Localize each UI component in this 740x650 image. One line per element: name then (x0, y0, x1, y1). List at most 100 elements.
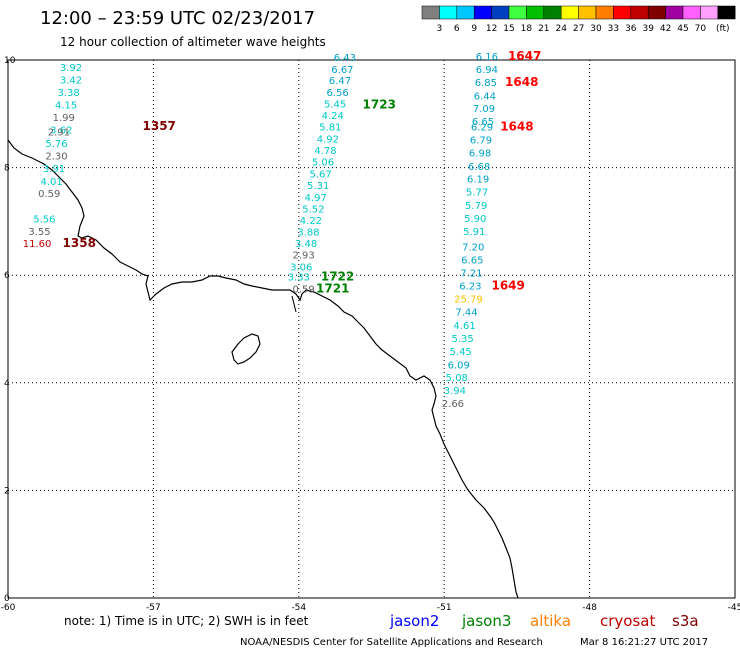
pass-time-label: 1721 (316, 281, 349, 295)
satellite-name: altika (530, 612, 571, 630)
legend-label: 39 (642, 24, 654, 34)
wave-height-value: 5.56 (33, 214, 55, 225)
pass-time-label: 1358 (63, 236, 96, 250)
y-tick-label: 2 (4, 486, 10, 496)
wave-height-value: 5.31 (307, 181, 329, 192)
color-scale-labels: 3 6 9 12 15 18 21 24 27 30 33 36 39 42 45 70 (437, 24, 707, 34)
wave-height-value: 6.67 (331, 65, 353, 76)
y-tick-label: 4 (4, 379, 10, 389)
wave-height-value: 3.48 (295, 239, 317, 250)
wave-height-value: 3.33 (288, 273, 310, 284)
legend-swatch (508, 5, 527, 20)
wave-height-value: 6.56 (326, 88, 348, 99)
legend-swatch (491, 5, 510, 20)
legend-label: 12 (486, 24, 497, 34)
wave-height-value: 4.15 (55, 100, 77, 111)
footer-note: note: 1) Time is in UTC; 2) SWH is in fe… (64, 614, 309, 628)
legend-swatch (647, 5, 666, 20)
x-tick-label: -45 (728, 603, 740, 613)
wave-height-value: 7.20 (462, 242, 484, 253)
wave-height-value: 5.35 (451, 334, 473, 345)
pass-time-label: 1647 (508, 49, 541, 63)
wave-height-value: 2.30 (45, 152, 67, 163)
wave-height-value: 4.01 (40, 177, 62, 188)
legend-label: 3 (437, 24, 443, 34)
plot-frame (7, 59, 736, 599)
satellite-legend: jason2 jason3 altika cryosat s3a (389, 612, 699, 630)
legend-swatch (526, 5, 545, 20)
legend-label: 42 (660, 24, 671, 34)
legend-label: 33 (608, 24, 619, 34)
wave-height-value: 5.06 (312, 157, 334, 168)
wave-height-value: 5.79 (465, 201, 487, 212)
legend-swatch (613, 5, 632, 20)
legend-swatch (665, 5, 684, 20)
legend-label: 27 (573, 24, 584, 34)
wave-height-value: 3.38 (57, 88, 79, 99)
footer-timestamp: Mar 8 16:21:27 UTC 2017 (580, 637, 708, 648)
wave-height-value: 1.99 (53, 113, 75, 124)
legend-swatch (630, 5, 649, 20)
plot-area (7, 59, 736, 599)
wave-height-value: 6.29 (471, 122, 493, 133)
pass-time-label: 1649 (491, 279, 524, 293)
footer-credit: NOAA/NESDIS Center for Satellite Applica… (240, 637, 543, 648)
legend-swatch (560, 5, 579, 20)
pass-time-label: 1722 (321, 270, 354, 284)
satellite-name: jason2 (389, 612, 439, 630)
wave-height-value: 4.24 (322, 111, 344, 122)
wave-height-value: 4.78 (314, 146, 336, 157)
x-tick-label: -48 (582, 603, 597, 613)
pass-time-label: 1723 (363, 97, 396, 111)
wave-height-value: 7.21 (460, 268, 482, 279)
wave-height-value: 5.81 (319, 122, 341, 133)
grid (8, 60, 735, 598)
satellite-name: jason3 (461, 612, 511, 630)
y-tick-label: 6 (4, 271, 10, 281)
legend-swatch (717, 5, 736, 20)
wave-height-value: 4.61 (453, 321, 475, 332)
wave-height-value: 3.62 (50, 126, 72, 137)
x-tick-label: -57 (146, 603, 161, 613)
wave-height-value: 6.94 (476, 65, 498, 76)
legend-label: 36 (625, 24, 637, 34)
wave-height-value: 11.60 (23, 239, 52, 250)
wave-height-value: 6.19 (467, 175, 489, 186)
map-title: 12:00 – 23:59 UTC 02/23/2017 (40, 8, 315, 29)
wave-height-value: 3.42 (60, 76, 82, 87)
wave-height-value: 5.90 (464, 214, 486, 225)
wave-height-value: 5.76 (45, 139, 67, 150)
pass-time-label: 1648 (505, 75, 538, 89)
legend-label: 70 (695, 24, 707, 34)
legend-swatch (700, 5, 719, 20)
wave-height-value: 6.65 (461, 255, 483, 266)
wave-height-value: 3.94 (444, 386, 466, 397)
legend-label: 30 (590, 24, 602, 34)
coastline (7, 139, 519, 599)
legend-label: 45 (677, 24, 688, 34)
legend-swatch (682, 5, 701, 20)
wave-height-value: 5.45 (450, 347, 472, 358)
wave-height-value: 7.44 (455, 308, 477, 319)
x-tick-label: -60 (1, 603, 16, 613)
legend-swatch (543, 5, 562, 20)
y-tick-label: 0 (4, 594, 10, 604)
legend-swatch (439, 5, 458, 20)
wave-height-value: 0.59 (38, 189, 60, 200)
y-tick-label: 8 (4, 164, 10, 174)
wave-height-value: 6.85 (475, 78, 497, 89)
legend-label: 21 (538, 24, 549, 34)
wave-height-value: 6.09 (448, 360, 470, 371)
legend-unit: (ft) (716, 24, 730, 34)
wave-height-value: 4.97 (305, 193, 327, 204)
wave-height-value: 2.93 (293, 251, 315, 262)
wave-height-value: 6.65 (472, 117, 494, 128)
wave-height-value: 6.23 (459, 282, 481, 293)
wave-height-value: 25.79 (454, 295, 483, 306)
wave-height-value: 5.77 (466, 188, 488, 199)
wave-height-value: 3.91 (43, 164, 65, 175)
x-tick-label: -54 (291, 603, 306, 613)
legend-swatch (456, 5, 475, 20)
